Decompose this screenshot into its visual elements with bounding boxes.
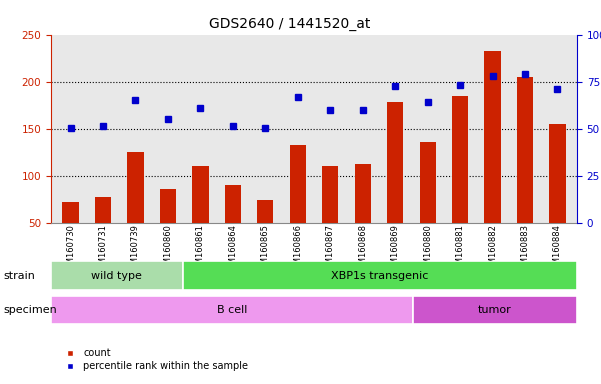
Bar xyxy=(517,77,533,223)
Text: B cell: B cell xyxy=(217,305,247,315)
Bar xyxy=(387,102,403,223)
Bar xyxy=(51,296,413,324)
Bar xyxy=(452,96,468,223)
Bar xyxy=(225,185,241,223)
Bar xyxy=(484,51,501,223)
Bar xyxy=(95,197,111,223)
Bar xyxy=(257,200,273,223)
Bar xyxy=(160,189,176,223)
Bar xyxy=(192,166,209,223)
Text: GDS2640 / 1441520_at: GDS2640 / 1441520_at xyxy=(209,17,371,31)
Text: strain: strain xyxy=(3,270,35,281)
Text: tumor: tumor xyxy=(478,305,511,315)
Text: XBP1s transgenic: XBP1s transgenic xyxy=(331,270,429,281)
Text: wild type: wild type xyxy=(91,270,142,281)
Bar xyxy=(127,152,144,223)
Bar xyxy=(183,261,577,290)
Legend: count, percentile rank within the sample: count, percentile rank within the sample xyxy=(56,344,252,375)
Text: specimen: specimen xyxy=(3,305,56,315)
Bar xyxy=(322,166,338,223)
Bar xyxy=(549,124,566,223)
Bar xyxy=(51,261,183,290)
Bar xyxy=(419,142,436,223)
Bar xyxy=(63,202,79,223)
Bar xyxy=(355,164,371,223)
Bar xyxy=(413,296,577,324)
Bar xyxy=(290,145,306,223)
